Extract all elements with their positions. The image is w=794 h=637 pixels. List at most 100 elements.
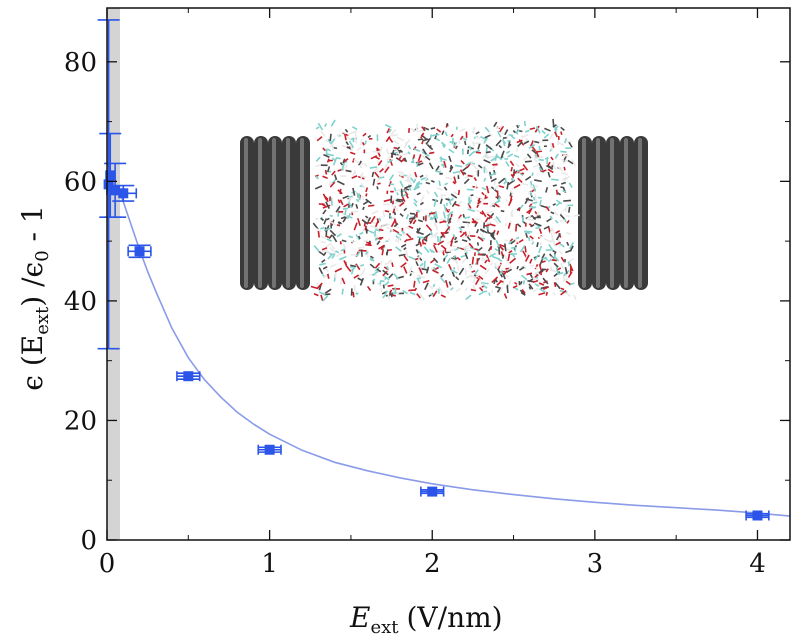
water-molecule bbox=[475, 209, 481, 213]
water-molecule bbox=[453, 255, 457, 259]
water-molecule bbox=[413, 148, 421, 152]
water-molecule bbox=[529, 185, 534, 190]
water-molecule bbox=[408, 266, 413, 274]
water-molecule bbox=[458, 138, 461, 145]
water-molecule bbox=[446, 257, 451, 264]
water-molecule bbox=[344, 261, 348, 266]
water-molecule bbox=[384, 123, 392, 129]
water-molecule bbox=[488, 131, 493, 137]
water-molecule bbox=[555, 229, 561, 234]
water-molecule bbox=[451, 271, 456, 278]
water-molecule bbox=[445, 250, 451, 254]
water-molecule bbox=[398, 201, 405, 207]
water-molecule bbox=[343, 164, 348, 170]
water-molecule bbox=[483, 159, 491, 164]
water-molecule bbox=[366, 285, 372, 292]
water-molecule bbox=[485, 185, 490, 194]
water-molecule bbox=[510, 135, 516, 140]
water-molecule bbox=[500, 150, 505, 159]
water-molecule bbox=[384, 209, 390, 213]
water-molecule bbox=[527, 218, 534, 222]
water-molecule bbox=[563, 166, 566, 171]
water-molecule bbox=[415, 261, 419, 267]
water-molecule bbox=[314, 174, 319, 178]
water-molecule bbox=[417, 162, 424, 166]
water-molecule bbox=[471, 220, 477, 224]
water-molecule bbox=[339, 188, 342, 195]
water-molecule bbox=[410, 177, 414, 182]
water-molecule bbox=[520, 291, 526, 296]
water-molecule bbox=[330, 197, 333, 206]
water-molecule bbox=[544, 127, 551, 132]
water-molecule bbox=[339, 255, 347, 261]
water-molecule bbox=[320, 235, 327, 240]
water-molecule bbox=[407, 151, 411, 155]
water-molecule bbox=[439, 198, 443, 205]
water-molecule bbox=[509, 253, 518, 256]
water-molecule bbox=[514, 240, 520, 244]
water-molecule bbox=[422, 242, 427, 245]
water-molecule bbox=[355, 251, 361, 258]
water-molecule bbox=[388, 214, 393, 219]
water-molecule bbox=[536, 224, 541, 228]
water-molecule bbox=[336, 156, 341, 160]
water-molecule bbox=[433, 198, 437, 207]
water-molecule bbox=[345, 265, 352, 272]
water-molecule bbox=[525, 198, 533, 202]
water-molecule bbox=[343, 203, 349, 208]
water-molecule bbox=[381, 249, 385, 256]
water-molecule bbox=[489, 231, 495, 235]
fit-curve bbox=[119, 193, 791, 517]
water-molecule bbox=[374, 228, 381, 232]
water-molecule bbox=[485, 152, 490, 157]
water-molecule bbox=[477, 164, 483, 169]
water-molecule bbox=[396, 198, 405, 202]
water-molecule bbox=[346, 215, 353, 219]
water-molecule bbox=[470, 162, 474, 167]
water-molecule bbox=[396, 232, 403, 237]
water-molecule bbox=[471, 270, 476, 273]
water-molecule bbox=[433, 244, 438, 253]
water-molecule bbox=[432, 266, 439, 272]
water-molecule bbox=[481, 290, 488, 293]
water-molecule bbox=[390, 133, 398, 137]
water-molecule bbox=[335, 250, 340, 254]
water-molecule bbox=[493, 185, 500, 191]
water-molecule bbox=[496, 288, 501, 293]
water-molecule bbox=[505, 198, 508, 203]
water-molecule bbox=[512, 284, 518, 289]
water-molecule bbox=[412, 219, 417, 225]
water-molecule bbox=[378, 237, 382, 240]
water-molecule bbox=[473, 177, 477, 182]
water-molecule bbox=[494, 248, 499, 252]
water-molecule bbox=[443, 186, 448, 191]
water-molecule bbox=[341, 277, 346, 285]
water-molecule bbox=[425, 177, 429, 182]
water-molecule bbox=[532, 201, 538, 205]
water-molecule bbox=[403, 247, 407, 251]
water-molecule bbox=[486, 213, 493, 219]
water-molecule bbox=[529, 191, 533, 196]
water-molecule bbox=[554, 241, 561, 246]
water-molecule bbox=[504, 274, 510, 278]
water-molecule bbox=[459, 135, 464, 141]
water-molecule bbox=[388, 136, 394, 143]
water-molecule bbox=[549, 268, 557, 273]
water-molecule bbox=[374, 262, 381, 269]
water-molecule bbox=[512, 129, 516, 134]
wall-highlight bbox=[582, 138, 586, 288]
water-molecule bbox=[532, 196, 536, 201]
y-tick-label: 20 bbox=[64, 406, 97, 436]
water-molecule bbox=[442, 163, 445, 169]
water-molecule bbox=[477, 197, 481, 205]
water-molecule bbox=[525, 137, 529, 142]
water-molecule bbox=[434, 232, 439, 239]
water-molecule bbox=[319, 262, 326, 266]
water-molecule bbox=[408, 255, 417, 261]
water-molecule bbox=[369, 166, 378, 169]
water-molecule bbox=[418, 267, 423, 275]
water-molecule bbox=[520, 135, 525, 139]
water-molecule bbox=[430, 230, 433, 236]
water-molecule bbox=[389, 174, 395, 181]
water-molecule bbox=[310, 285, 319, 290]
